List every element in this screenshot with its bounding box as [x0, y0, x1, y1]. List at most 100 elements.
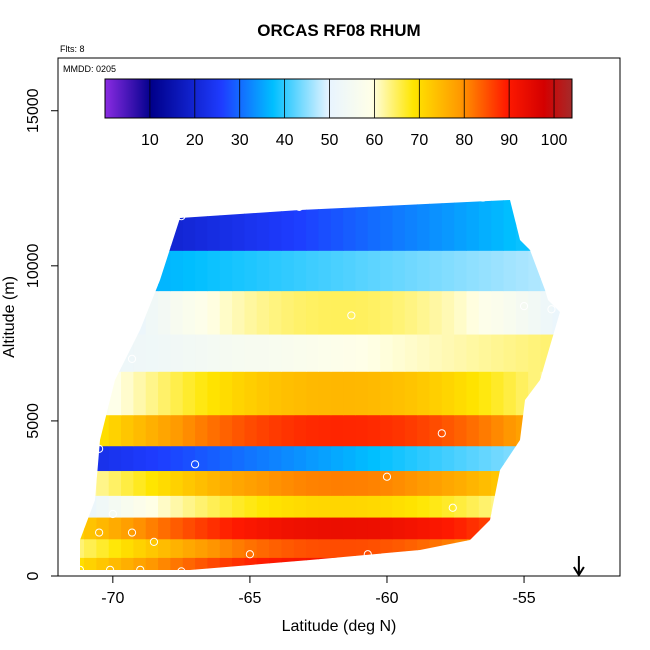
heatmap-cell: [195, 371, 208, 416]
heatmap-cell: [454, 334, 467, 372]
heatmap-cell: [478, 470, 492, 496]
heatmap-cell: [318, 250, 332, 292]
heatmap-cell: [207, 495, 221, 518]
heatmap-cell: [145, 334, 159, 372]
heatmap-cell: [454, 371, 467, 416]
heatmap-cell: [503, 250, 517, 292]
heatmap-cell: [392, 334, 406, 372]
heatmap-cell: [404, 517, 418, 540]
flight-point: [448, 503, 457, 512]
heatmap-cell: [293, 334, 307, 372]
flight-point: [478, 193, 488, 202]
heatmap-cell: [466, 334, 480, 372]
heatmap-cell: [145, 445, 159, 472]
heatmap-cell: [466, 414, 480, 447]
heatmap-cell: [355, 495, 369, 518]
heatmap-cell: [417, 495, 430, 518]
heatmap-cell: [244, 538, 258, 558]
heatmap-cell: [182, 517, 196, 540]
heatmap-cell: [269, 250, 282, 292]
heatmap-cell: [133, 371, 147, 416]
heatmap-cell: [219, 334, 233, 372]
heatmap-cell: [232, 414, 245, 447]
heatmap-cell: [195, 470, 208, 496]
heatmap-cell: [170, 445, 184, 472]
heatmap-cell: [466, 517, 480, 540]
heatmap-cell: [145, 538, 159, 558]
heatmap-cell: [355, 414, 369, 447]
heatmap-cell: [466, 290, 480, 335]
heatmap-cell: [158, 495, 171, 518]
heatmap-cell: [145, 557, 159, 570]
flight-track-points: [75, 193, 556, 576]
heatmap-cell: [170, 470, 184, 496]
heatmap-cell: [441, 445, 455, 472]
heatmap-cell: [367, 495, 381, 518]
heatmap-cell: [269, 334, 282, 372]
y-tick-label: 5000: [25, 403, 42, 439]
heatmap-cell: [429, 495, 443, 518]
heatmap-cell: [528, 334, 541, 372]
y-tick-label: 10000: [25, 243, 42, 288]
heatmap-cell: [219, 538, 233, 558]
heatmap-cell: [244, 414, 258, 447]
heatmap-cell: [182, 538, 196, 558]
heatmap-cell: [392, 200, 406, 251]
heatmap-cell: [355, 290, 369, 335]
heatmap-cell: [478, 290, 492, 335]
heatmap-cell: [367, 250, 381, 292]
heatmap-cell: [170, 334, 184, 372]
heatmap-cell: [293, 470, 307, 496]
flight-point: [295, 202, 304, 211]
heatmap-cell: [491, 445, 504, 472]
heatmap-cell: [232, 470, 245, 496]
x-tick-label: -70: [101, 590, 124, 607]
heatmap-cell: [318, 470, 332, 496]
heatmap-cell: [133, 445, 147, 472]
flights-annotation: Flts: 8: [60, 44, 85, 54]
heatmap-cell: [269, 414, 282, 447]
flight-point: [382, 472, 392, 481]
heatmap-cell: [306, 414, 319, 447]
heatmap-cell: [84, 557, 97, 570]
y-tick-label: 0: [25, 571, 42, 580]
x-axis-label: Latitude (deg N): [282, 618, 397, 635]
flight-point: [519, 302, 529, 311]
heatmap-cell: [256, 334, 270, 372]
heatmap-cell: [195, 290, 208, 335]
heatmap-cell: [466, 371, 480, 416]
heatmap-cell: [121, 517, 134, 540]
heatmap-cell: [293, 445, 307, 472]
heatmap-cell: [232, 290, 245, 335]
heatmap-cell: [404, 470, 418, 496]
heatmap-cell: [454, 414, 467, 447]
heatmap-cell: [417, 200, 430, 251]
heatmap-cell: [84, 517, 97, 540]
heatmap-cell: [429, 470, 443, 496]
flight-point: [363, 550, 372, 559]
heatmap-cell: [269, 200, 282, 251]
flight-point: [95, 444, 104, 453]
heatmap-cell: [417, 290, 430, 335]
heatmap-cell: [330, 495, 344, 518]
y-tick-label: 15000: [25, 88, 42, 133]
colorbar-tick-label: 80: [455, 132, 473, 149]
heatmap-cell: [392, 445, 406, 472]
heatmap-cell: [478, 371, 492, 416]
heatmap-cell: [219, 495, 233, 518]
heatmap-cell: [145, 517, 159, 540]
heatmap-cell: [182, 495, 196, 518]
heatmap-cell: [441, 470, 455, 496]
heatmap-cell: [207, 334, 221, 372]
heatmap-cell: [306, 495, 319, 518]
heatmap-cell: [429, 445, 443, 472]
heatmap-cell: [503, 200, 517, 251]
heatmap-cell: [404, 414, 418, 447]
heatmap-cell: [318, 371, 332, 416]
heatmap-cell: [491, 334, 504, 372]
heatmap-cell: [429, 334, 443, 372]
heatmap-cell: [454, 200, 467, 251]
heatmap-cell: [306, 290, 319, 335]
heatmap-cell: [441, 290, 455, 335]
flight-point: [127, 528, 137, 537]
